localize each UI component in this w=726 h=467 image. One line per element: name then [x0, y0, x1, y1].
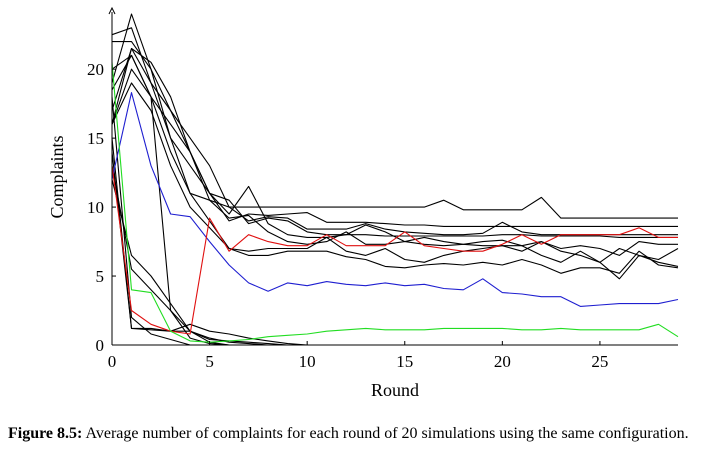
y-axis-arrow-icon	[108, 6, 116, 15]
series-line-5	[111, 47, 678, 256]
x-tick-label-25: 25	[591, 352, 608, 371]
series-line-7	[111, 54, 679, 280]
series-line-2	[111, 13, 678, 227]
x-tick-label-15: 15	[396, 352, 413, 371]
y-tick-label-20: 20	[87, 60, 104, 79]
y-tick-label-0: 0	[96, 336, 105, 355]
x-tick-label-20: 20	[494, 352, 511, 371]
series-line-9	[111, 92, 679, 307]
caption-text: Average number of complaints for each ro…	[85, 425, 689, 442]
series-line-16	[111, 96, 678, 346]
y-tick-label-15: 15	[87, 129, 104, 148]
series-line-4	[111, 54, 678, 238]
caption-label: Figure 8.5:	[8, 425, 83, 442]
series-line-11	[111, 62, 679, 343]
y-tick-label-5: 5	[96, 267, 105, 286]
y-tick-label-10: 10	[87, 198, 104, 217]
series-line-14	[111, 165, 678, 346]
series-line-15	[111, 179, 678, 346]
axes: 0 5 10 15 20 25 0 5 10 15 20	[87, 6, 678, 371]
series-line-10	[111, 165, 678, 335]
plot-lines	[111, 13, 679, 346]
series-line-1	[111, 27, 678, 219]
series-line-13	[111, 151, 678, 346]
series-line-8	[111, 82, 679, 274]
x-tick-label-10: 10	[299, 352, 316, 371]
figure-caption: Figure 8.5: Average number of complaints…	[8, 424, 720, 444]
x-tick-label-5: 5	[205, 352, 214, 371]
y-axis-label: Complaints	[47, 135, 67, 218]
x-tick-label-0: 0	[108, 352, 117, 371]
x-axis-label: Round	[371, 380, 419, 400]
series-line-6	[112, 41, 679, 263]
